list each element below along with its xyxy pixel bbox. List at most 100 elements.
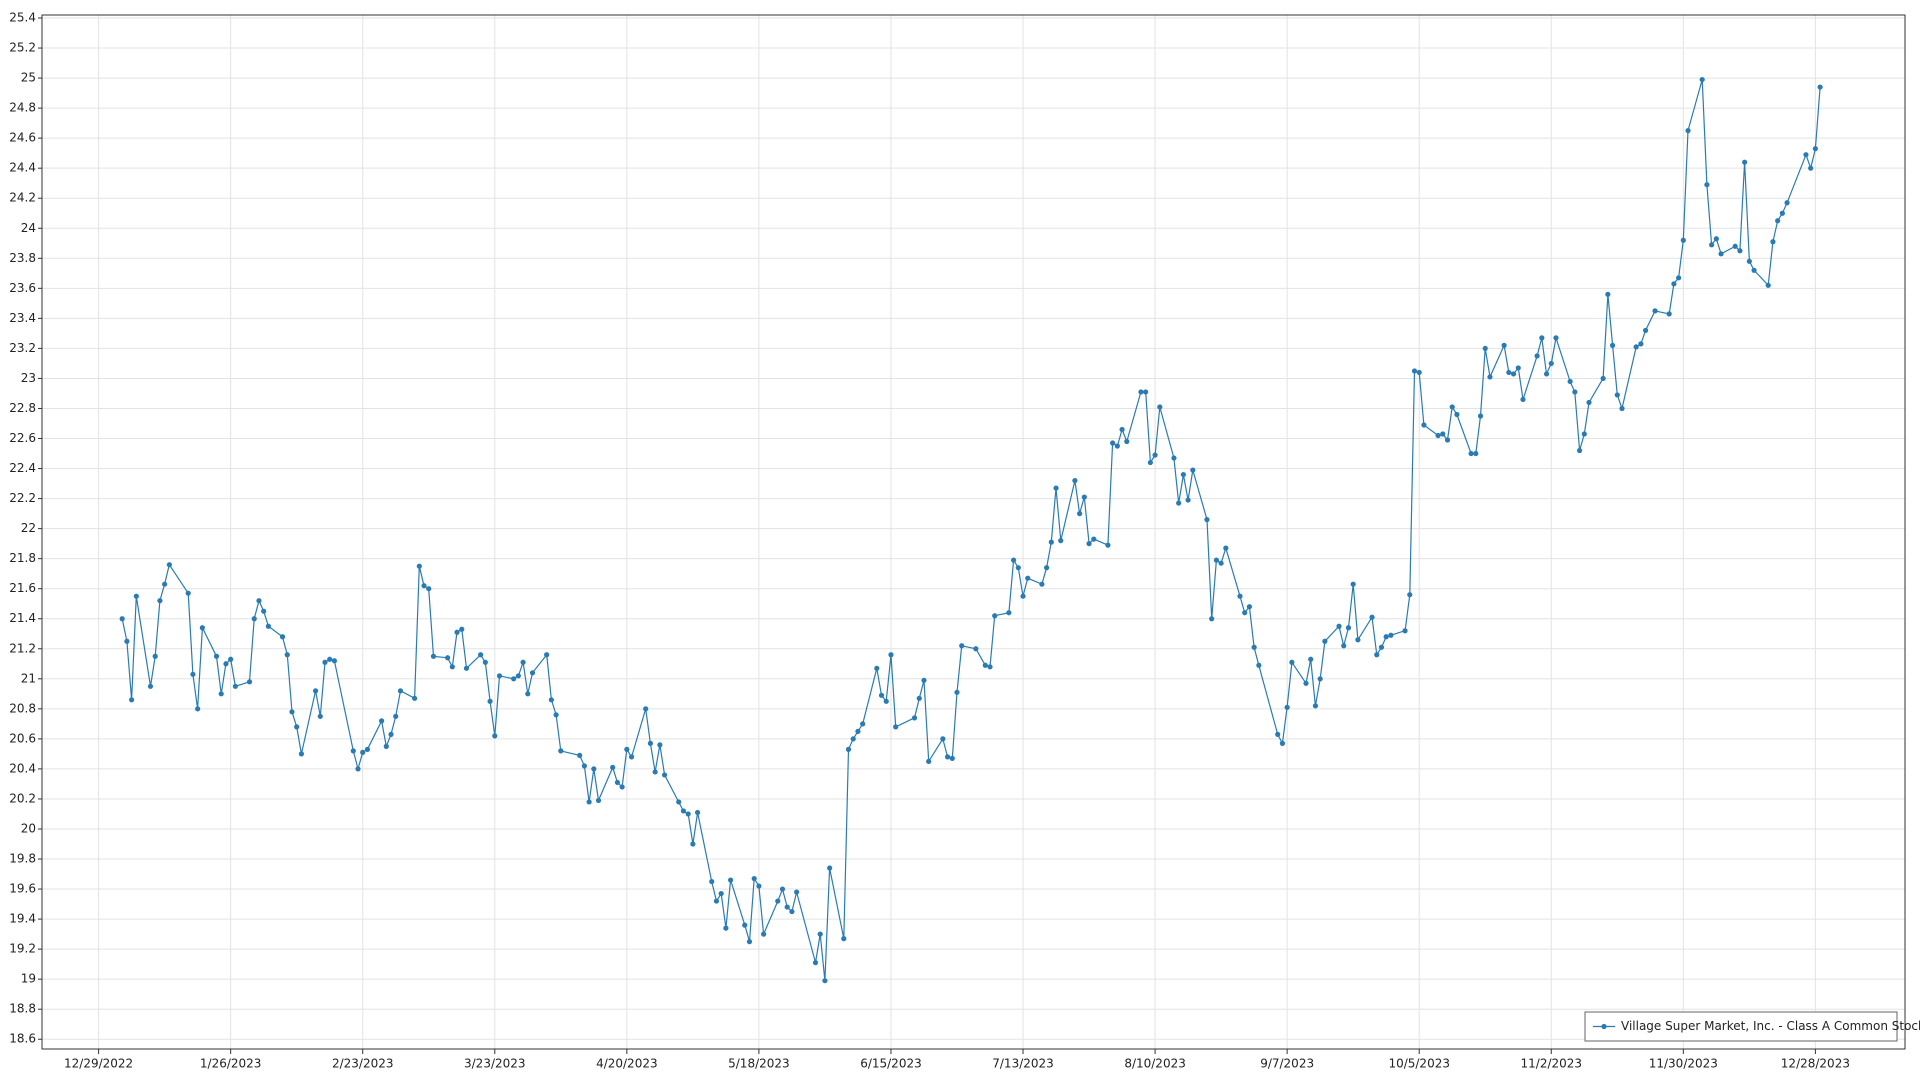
data-point xyxy=(647,740,654,746)
y-tick-label: 21 xyxy=(21,671,36,685)
data-point xyxy=(1638,341,1644,347)
x-tick-label: 8/10/2023 xyxy=(1124,1057,1186,1071)
y-tick-label: 19.6 xyxy=(9,882,36,896)
data-point xyxy=(789,908,795,915)
data-point xyxy=(558,748,564,754)
data-point xyxy=(992,613,998,619)
data-point xyxy=(1411,368,1418,374)
x-tick-label: 10/5/2023 xyxy=(1388,1057,1450,1071)
data-point xyxy=(1676,275,1682,281)
data-point xyxy=(1751,267,1757,273)
data-point xyxy=(1237,593,1243,599)
data-point xyxy=(1275,731,1281,737)
data-point xyxy=(1742,159,1748,165)
data-point xyxy=(911,715,918,721)
data-point xyxy=(1053,485,1059,491)
data-point xyxy=(1185,497,1191,503)
data-point xyxy=(185,590,191,596)
x-tick-label: 1/26/2023 xyxy=(200,1057,262,1071)
data-point xyxy=(1699,76,1705,83)
data-point xyxy=(1534,353,1540,359)
data-point xyxy=(1176,500,1182,506)
data-point xyxy=(845,746,852,752)
data-point xyxy=(1506,369,1512,376)
data-point xyxy=(1581,431,1587,437)
data-point xyxy=(124,638,130,644)
x-tick-label: 2/23/2023 xyxy=(332,1057,394,1071)
data-point xyxy=(1605,291,1611,297)
data-point xyxy=(261,608,267,614)
data-point xyxy=(1803,152,1809,158)
data-point xyxy=(515,673,521,679)
data-point xyxy=(548,697,554,703)
legend-marker xyxy=(1601,1023,1607,1030)
data-point xyxy=(680,808,687,814)
data-point xyxy=(289,709,295,715)
data-point xyxy=(624,746,630,752)
data-point xyxy=(610,764,616,771)
data-point xyxy=(581,763,587,769)
data-point xyxy=(511,676,517,682)
y-tick-label: 21.8 xyxy=(9,551,36,565)
y-tick-label: 23.6 xyxy=(9,281,36,295)
y-tick-label: 22 xyxy=(21,521,36,535)
x-tick-label: 11/2/2023 xyxy=(1521,1057,1583,1071)
data-point xyxy=(454,629,460,635)
data-point xyxy=(1468,450,1474,457)
data-point xyxy=(987,664,993,670)
data-point xyxy=(822,978,828,984)
data-point xyxy=(412,695,418,701)
y-tick-label: 20.6 xyxy=(9,731,36,745)
data-point xyxy=(1444,437,1451,443)
data-point xyxy=(294,724,300,730)
data-point xyxy=(1110,440,1116,446)
data-point xyxy=(1685,128,1691,134)
data-point xyxy=(1642,327,1649,333)
data-point xyxy=(1402,628,1408,634)
data-point xyxy=(1251,644,1257,650)
data-point xyxy=(954,689,960,695)
data-point xyxy=(959,643,965,649)
data-point xyxy=(779,886,786,892)
y-tick-label: 22.6 xyxy=(9,431,36,445)
data-point xyxy=(1303,680,1309,686)
data-point xyxy=(529,670,536,676)
data-point xyxy=(1317,676,1323,682)
data-point xyxy=(1718,251,1724,257)
data-point xyxy=(619,784,625,790)
data-point xyxy=(1586,399,1592,406)
data-point xyxy=(1440,431,1446,437)
data-point xyxy=(860,721,866,727)
data-point xyxy=(1152,452,1158,458)
y-tick-label: 23.2 xyxy=(9,341,36,355)
y-tick-label: 20.4 xyxy=(9,761,36,775)
data-point xyxy=(1416,369,1422,376)
plot-frame xyxy=(41,14,1906,1050)
data-point xyxy=(1666,311,1672,317)
data-point xyxy=(1044,565,1050,571)
data-point xyxy=(784,904,790,910)
data-point xyxy=(1482,345,1488,352)
data-point xyxy=(445,655,451,661)
data-point xyxy=(213,653,220,659)
data-point xyxy=(751,875,757,882)
data-point xyxy=(1138,389,1144,395)
data-point xyxy=(775,898,781,904)
data-point xyxy=(1779,210,1785,216)
x-tick-label: 6/15/2023 xyxy=(860,1057,922,1071)
data-point xyxy=(1737,248,1743,254)
data-point xyxy=(162,581,168,587)
y-tick-label: 23.4 xyxy=(9,311,36,325)
legend: Village Super Market, Inc. - Class A Com… xyxy=(1584,1011,1920,1042)
data-point xyxy=(1336,623,1342,629)
data-point xyxy=(742,922,748,928)
y-tick-label: 20.8 xyxy=(9,701,36,715)
data-point xyxy=(1058,538,1064,544)
data-point xyxy=(1171,455,1177,461)
data-point xyxy=(1770,239,1776,245)
y-tick-label: 24.8 xyxy=(9,101,36,115)
data-point xyxy=(1114,443,1120,449)
data-point xyxy=(883,698,889,704)
x-tick-label: 9/7/2023 xyxy=(1260,1057,1314,1071)
x-tick-label: 12/28/2023 xyxy=(1781,1057,1850,1071)
